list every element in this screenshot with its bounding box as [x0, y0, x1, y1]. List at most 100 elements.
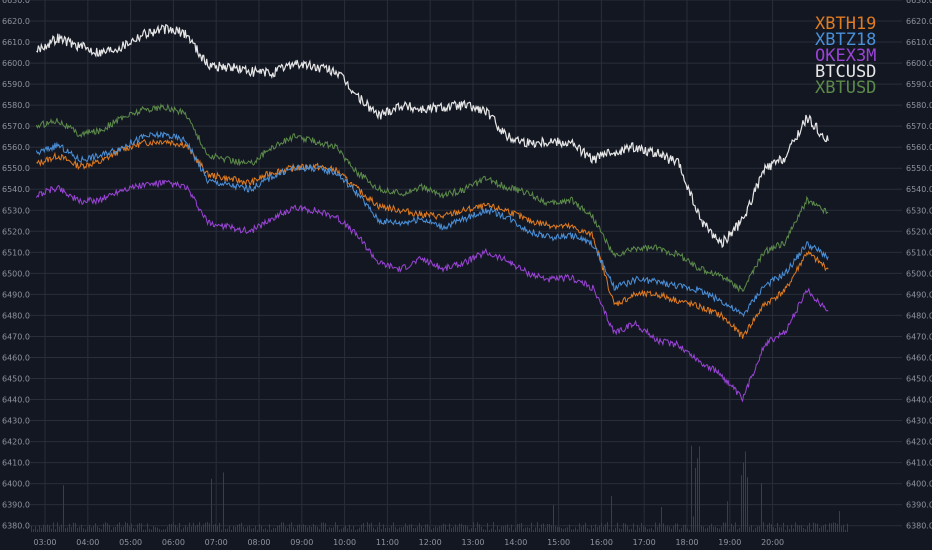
volume-bar: [509, 527, 510, 532]
volume-bar: [357, 529, 358, 532]
volume-bar: [287, 528, 288, 532]
volume-bar: [475, 528, 476, 532]
volume-bar: [463, 525, 464, 532]
volume-bar: [79, 526, 80, 532]
y-tick-label-left: 6520.0: [2, 227, 30, 236]
volume-bar: [175, 524, 176, 532]
volume-bar: [71, 527, 72, 532]
volume-bar: [257, 529, 258, 532]
volume-bar: [729, 529, 730, 532]
y-tick-label-right: 6380.0: [906, 522, 932, 531]
volume-bar: [223, 472, 224, 532]
y-tick-label-right: 6570.0: [906, 122, 932, 131]
volume-bar: [823, 525, 824, 532]
volume-bar: [801, 525, 802, 532]
volume-bar: [483, 529, 484, 532]
volume-bar: [759, 526, 760, 532]
volume-bar: [631, 528, 632, 532]
series-line-xbth19: [36, 138, 829, 339]
y-tick-label-right: 6450.0: [906, 374, 932, 383]
volume-bar: [621, 528, 622, 532]
volume-bar: [829, 523, 830, 532]
volume-bar: [307, 527, 308, 532]
volume-bar: [277, 526, 278, 532]
volume-bar: [603, 526, 604, 532]
volume-bar: [221, 529, 222, 532]
volume-bar: [493, 522, 494, 532]
x-tick-label: 06:00: [162, 538, 185, 547]
volume-bar: [87, 526, 88, 532]
volume-bar: [805, 529, 806, 532]
volume-bar: [347, 528, 348, 532]
volume-bar: [235, 526, 236, 532]
volume-bar: [525, 527, 526, 532]
volume-bar: [55, 529, 56, 532]
volume-bar: [819, 528, 820, 532]
volume-bar: [329, 527, 330, 532]
volume-bar: [131, 523, 132, 532]
volume-bar: [133, 527, 134, 532]
volume-bar: [283, 522, 284, 532]
volume-bar: [89, 524, 90, 532]
volume-bar: [815, 523, 816, 532]
volume-bar: [675, 523, 676, 532]
y-tick-label-left: 6400.0: [2, 480, 30, 489]
volume-bar: [325, 523, 326, 532]
volume-bar: [705, 528, 706, 532]
volume-bar: [769, 522, 770, 532]
volume-bar: [617, 522, 618, 532]
volume-bar: [673, 525, 674, 532]
volume-bar: [429, 526, 430, 532]
volume-bar: [41, 527, 42, 532]
volume-bar: [397, 528, 398, 532]
volume-bar: [239, 524, 240, 532]
y-tick-label-left: 6620.0: [2, 17, 30, 26]
volume-bar: [323, 522, 324, 532]
volume-bar: [637, 525, 638, 532]
volume-bar: [225, 528, 226, 532]
legend-entry-xbtusd: XBTUSD: [815, 78, 876, 98]
volume-bar: [411, 524, 412, 532]
volume-bar: [599, 525, 600, 532]
volume-bar: [145, 529, 146, 532]
volume-bar: [149, 528, 150, 532]
volume-bar: [335, 522, 336, 532]
volume-bar: [371, 522, 372, 532]
volume-bar: [453, 526, 454, 532]
x-tick-label: 15:00: [547, 538, 570, 547]
volume-bar: [203, 524, 204, 532]
volume-bar: [507, 524, 508, 532]
volume-bar: [83, 528, 84, 532]
volume-bar: [251, 528, 252, 532]
volume-bar: [511, 524, 512, 532]
volume-bar: [45, 526, 46, 532]
y-tick-label-right: 6610.0: [906, 38, 932, 47]
volume-bar: [657, 526, 658, 532]
volume-bar: [355, 529, 356, 532]
volume-bar: [195, 526, 196, 532]
volume-bar: [63, 485, 64, 532]
volume-bar: [61, 524, 62, 532]
volume-bar: [119, 522, 120, 532]
volume-bar: [711, 523, 712, 532]
volume-bar: [725, 522, 726, 532]
volume-bar: [213, 524, 214, 532]
volume-bar: [415, 527, 416, 532]
volume-bar: [663, 523, 664, 532]
x-tick-label: 04:00: [76, 538, 99, 547]
y-tick-label-right: 6400.0: [906, 480, 932, 489]
volume-bar: [701, 525, 702, 532]
volume-bar: [167, 526, 168, 532]
volume-bar: [825, 523, 826, 532]
volume-bar: [495, 529, 496, 532]
volume-bar: [751, 525, 752, 532]
volume-bar: [207, 522, 208, 532]
volume-bar: [721, 526, 722, 532]
y-tick-label-right: 6440.0: [906, 396, 932, 405]
volume-bar: [707, 527, 708, 532]
volume-bar: [437, 527, 438, 532]
volume-bar: [361, 524, 362, 532]
y-tick-label-right: 6590.0: [906, 80, 932, 89]
volume-bar: [35, 526, 36, 532]
